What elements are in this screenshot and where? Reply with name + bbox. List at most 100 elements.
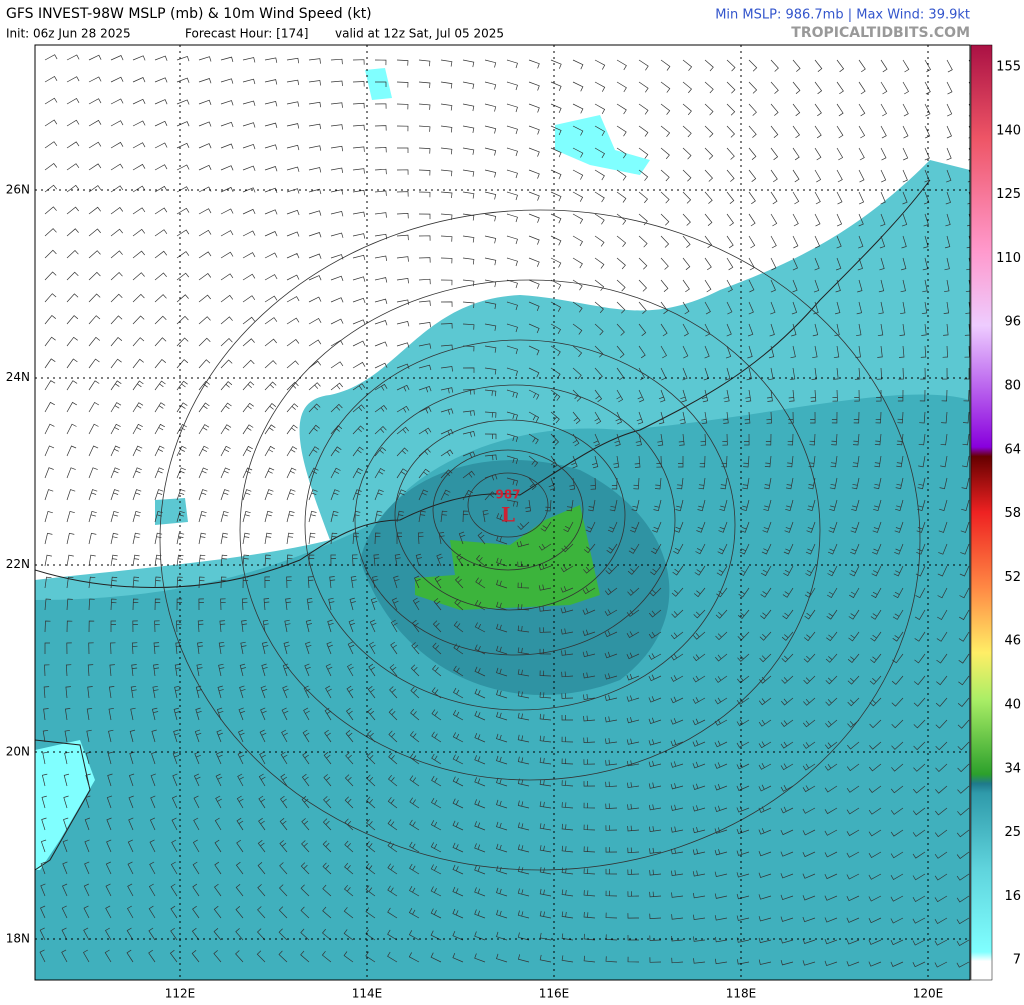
wind-barb: [154, 554, 162, 567]
wind-barb: [40, 883, 46, 897]
wind-barb: [264, 231, 278, 237]
wind-barb: [880, 125, 887, 139]
wind-barb: [432, 664, 442, 677]
wind-barb: [66, 163, 80, 171]
wind-barb: [176, 467, 186, 479]
wind-barb: [868, 829, 882, 837]
wind-barb: [352, 233, 366, 239]
wind-barb: [242, 402, 254, 413]
wind-barb: [409, 753, 420, 765]
wind-barb: [506, 125, 518, 135]
wind-barb: [714, 740, 728, 748]
wind-barb: [649, 869, 662, 876]
wind-barb: [517, 561, 530, 567]
wind-barb: [856, 323, 862, 337]
wind-barb: [714, 783, 728, 791]
wind-barb: [396, 532, 402, 544]
wind-barb: [63, 817, 69, 831]
wind-barb: [957, 741, 970, 751]
wind-barb: [704, 191, 713, 204]
wind-barb: [306, 598, 313, 611]
wind-barb: [110, 554, 118, 567]
wind-barb: [539, 801, 552, 809]
wind-barb: [220, 489, 230, 501]
wind-barb: [176, 229, 190, 237]
wind-barb: [572, 191, 584, 202]
wind-barb: [956, 851, 970, 859]
wind-barb: [561, 911, 574, 919]
wind-barb: [682, 213, 691, 226]
wind-barb: [176, 77, 190, 83]
wind-barb: [462, 430, 476, 438]
colorbar-label: 110: [996, 251, 1021, 266]
wind-barb: [40, 905, 46, 919]
wind-barb: [66, 76, 80, 83]
wind-barb: [369, 619, 377, 633]
wind-barb: [561, 758, 574, 765]
wind-barb: [649, 891, 662, 898]
wind-barb: [813, 279, 820, 293]
wind-barb: [766, 411, 772, 424]
wind-barb: [582, 672, 596, 679]
wind-barb: [66, 315, 79, 325]
wind-barb: [198, 143, 212, 149]
wind-barb: [804, 587, 816, 598]
wind-barb: [132, 576, 140, 589]
wind-barb: [539, 888, 552, 897]
wind-barb: [704, 345, 710, 359]
wind-barb: [648, 674, 662, 682]
wind-barb: [242, 554, 250, 567]
wind-barb: [849, 565, 860, 577]
wind-barb: [946, 125, 952, 139]
wind-barb: [811, 367, 817, 380]
wind-barb: [742, 477, 750, 490]
wind-barb: [768, 367, 774, 381]
wind-barb: [431, 687, 442, 699]
wind-barb: [890, 939, 904, 946]
wind-barb: [110, 642, 116, 655]
wind-barb: [346, 707, 354, 721]
wind-barb: [496, 821, 508, 831]
wind-barb: [964, 368, 970, 380]
wind-barb: [154, 315, 167, 325]
wind-barb: [40, 839, 47, 853]
wind-barb: [626, 631, 640, 638]
wind-barb: [394, 554, 401, 567]
wind-barb: [803, 697, 816, 706]
wind-barb: [418, 278, 431, 285]
wind-barb: [670, 739, 684, 747]
wind-barb: [352, 510, 361, 523]
wind-barb: [281, 729, 288, 743]
wind-barb: [759, 675, 772, 684]
wind-barb: [220, 100, 234, 106]
wind-barb: [875, 411, 882, 424]
wind-barb: [264, 79, 278, 85]
wind-barb: [693, 609, 706, 619]
wind-barb: [396, 510, 405, 523]
wind-barb: [396, 59, 409, 66]
wind-barb: [943, 301, 949, 314]
wind-barb: [110, 337, 123, 347]
wind-barb: [670, 804, 684, 811]
wind-barb: [517, 822, 530, 831]
wind-barb: [462, 59, 475, 68]
wind-barb: [109, 686, 115, 699]
wind-barb: [197, 620, 204, 633]
wind-barb: [572, 301, 583, 313]
wind-barb: [765, 433, 772, 446]
wind-barb: [264, 252, 278, 259]
wind-barb: [660, 147, 670, 160]
wind-barb: [430, 864, 442, 875]
wind-barb: [770, 213, 778, 227]
wind-barb: [365, 951, 376, 963]
wind-barb: [284, 619, 291, 633]
wind-barb: [517, 910, 530, 919]
wind-barb: [264, 295, 278, 303]
wind-barb: [44, 54, 58, 61]
wind-barb: [370, 597, 378, 611]
wind-barb: [347, 663, 354, 677]
wind-barb: [176, 359, 189, 369]
wind-barb: [693, 631, 706, 640]
wind-barb: [191, 927, 200, 941]
wind-barb: [627, 869, 640, 875]
